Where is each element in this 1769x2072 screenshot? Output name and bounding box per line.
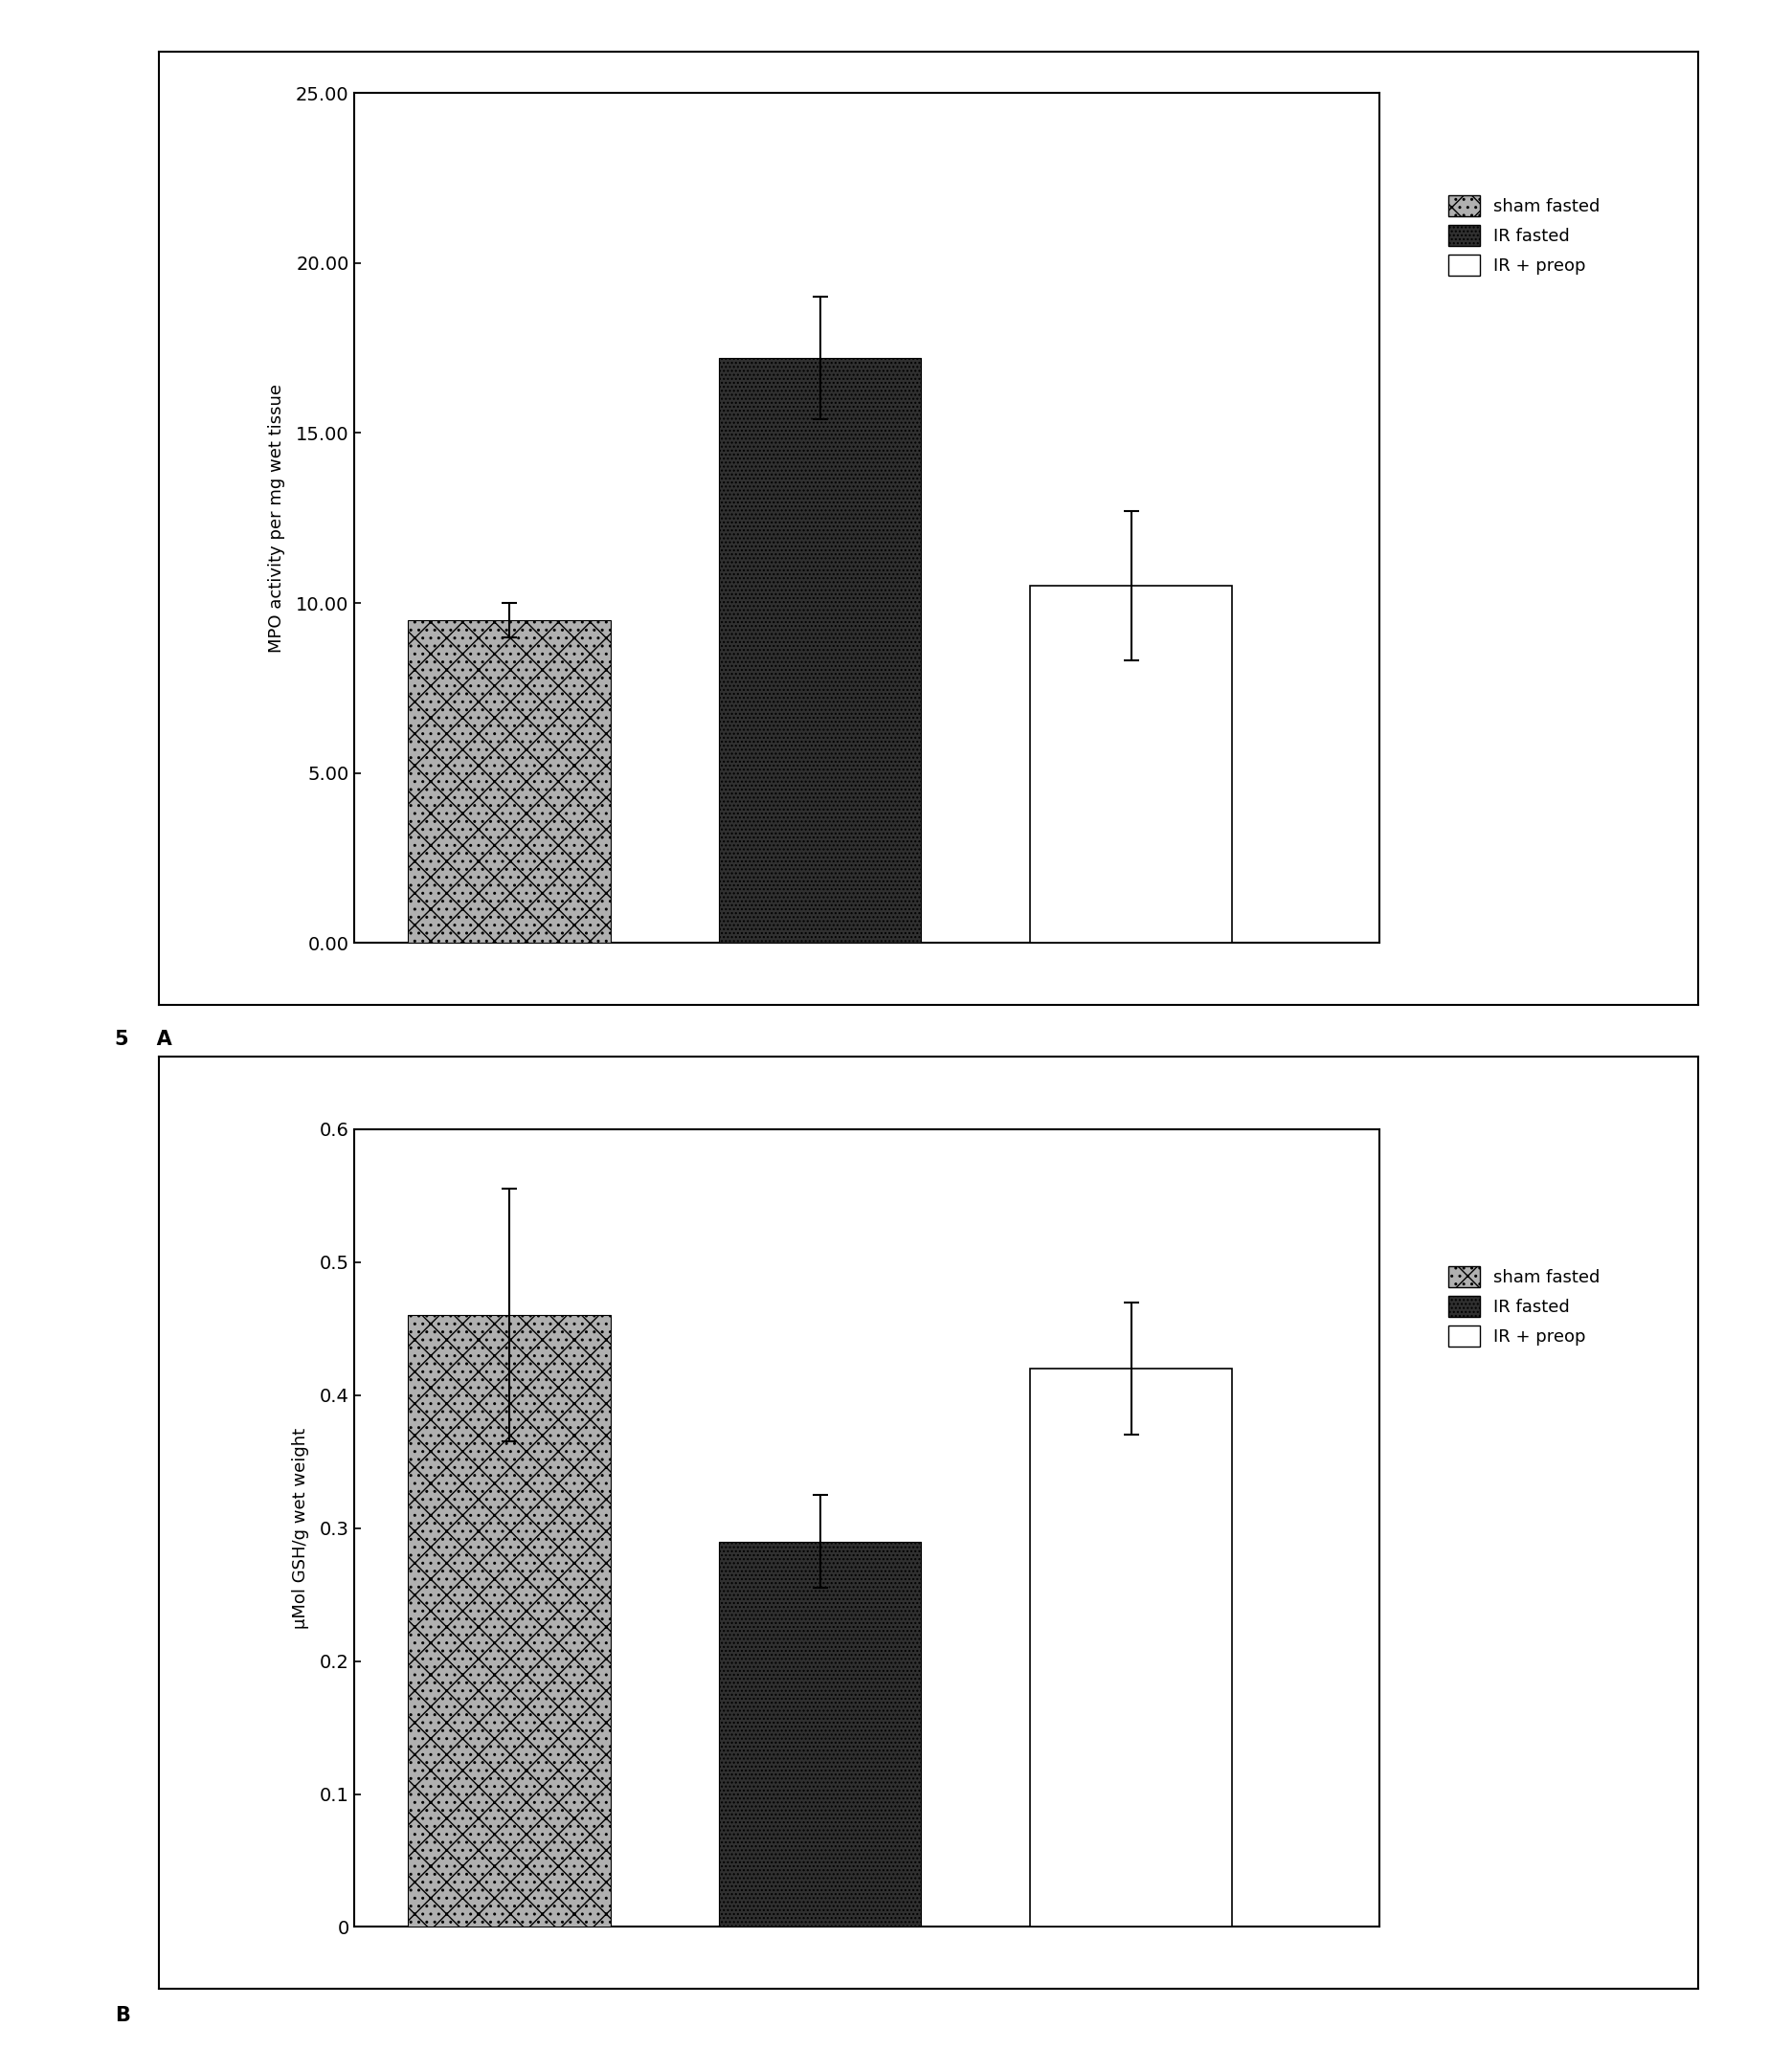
Y-axis label: μMol GSH/g wet weight: μMol GSH/g wet weight xyxy=(292,1428,310,1629)
Legend: sham fasted, IR fasted, IR + preop: sham fasted, IR fasted, IR + preop xyxy=(1440,1258,1608,1355)
Bar xyxy=(409,620,610,943)
Bar xyxy=(720,358,922,943)
Text: B: B xyxy=(115,2006,131,2024)
Bar xyxy=(1030,1368,1233,1927)
Bar xyxy=(409,1316,610,1927)
Text: 5    A: 5 A xyxy=(115,1030,172,1048)
Bar xyxy=(720,1542,922,1927)
Bar xyxy=(1030,586,1233,943)
Y-axis label: MPO activity per mg wet tissue: MPO activity per mg wet tissue xyxy=(269,383,285,653)
Legend: sham fasted, IR fasted, IR + preop: sham fasted, IR fasted, IR + preop xyxy=(1440,186,1608,284)
